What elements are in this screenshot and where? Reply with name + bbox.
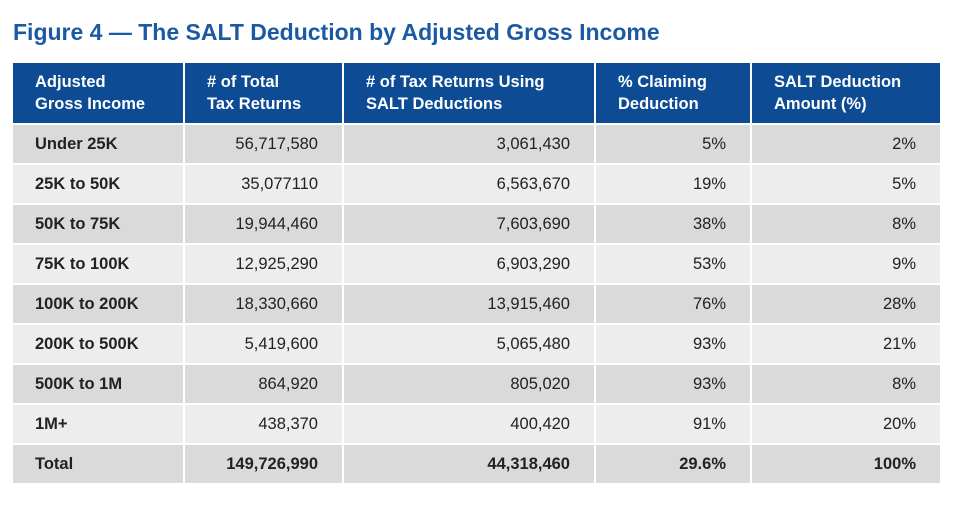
cell: 8% (750, 203, 940, 244)
header-line: Amount (%) (774, 95, 867, 113)
data-row: Under 25K 56,717,580 3,061,430 5% 2% (13, 123, 940, 164)
cell: 864,920 (183, 363, 343, 404)
cell: 13,915,460 (342, 283, 595, 324)
cell: 29.6% (594, 443, 751, 483)
cell: 805,020 (342, 363, 595, 404)
cell: 93% (594, 323, 751, 364)
cell: 56,717,580 (183, 123, 343, 164)
column-header: # of Tax Returns Using SALT Deductions (342, 63, 595, 124)
income-bracket: 25K to 50K (13, 163, 184, 204)
cell: 2% (750, 123, 940, 164)
income-bracket: 75K to 100K (13, 243, 184, 284)
income-bracket: 100K to 200K (13, 283, 184, 324)
table-body: Under 25K 56,717,580 3,061,430 5% 2% 25K to 5… (13, 123, 940, 483)
header-line: # of Tax Returns Using (366, 73, 545, 91)
cell: 53% (594, 243, 751, 284)
income-bracket: 1M+ (13, 403, 184, 444)
cell: 12,925,290 (183, 243, 343, 284)
cell: 3,061,430 (342, 123, 595, 164)
cell: 100% (750, 443, 940, 483)
cell: 38% (594, 203, 751, 244)
cell: 6,563,670 (342, 163, 595, 204)
income-bracket: Under 25K (13, 123, 184, 164)
cell: 9% (750, 243, 940, 284)
data-row: 50K to 75K 19,944,460 7,603,690 38% 8% (13, 203, 940, 244)
cell: 21% (750, 323, 940, 364)
cell: 19,944,460 (183, 203, 343, 244)
cell: 93% (594, 363, 751, 404)
cell: 35,077110 (183, 163, 343, 204)
column-header: Adjusted Gross Income (13, 63, 184, 124)
cell: 20% (750, 403, 940, 444)
column-header: SALT Deduction Amount (%) (750, 63, 940, 124)
header-line: SALT Deductions (366, 95, 503, 113)
header-line: Deduction (618, 95, 699, 113)
data-row: 500K to 1M 864,920 805,020 93% 8% (13, 363, 940, 404)
header-line: Tax Returns (207, 95, 302, 113)
column-header: % Claiming Deduction (594, 63, 751, 124)
column-header: # of Total Tax Returns (183, 63, 343, 124)
header-line: Adjusted (35, 73, 106, 91)
cell: 438,370 (183, 403, 343, 444)
data-row: 25K to 50K 35,077110 6,563,670 19% 5% (13, 163, 940, 204)
header-line: % Claiming (618, 73, 707, 91)
cell: 19% (594, 163, 751, 204)
cell: 91% (594, 403, 751, 444)
data-row: 200K to 500K 5,419,600 5,065,480 93% 21% (13, 323, 940, 364)
cell: 7,603,690 (342, 203, 595, 244)
income-bracket: Total (13, 443, 184, 483)
cell: 8% (750, 363, 940, 404)
data-row: 75K to 100K 12,925,290 6,903,290 53% 9% (13, 243, 940, 284)
data-row: 1M+ 438,370 400,420 91% 20% (13, 403, 940, 444)
income-bracket: 50K to 75K (13, 203, 184, 244)
figure-title: Figure 4 — The SALT Deduction by Adjuste… (13, 19, 660, 45)
cell: 18,330,660 (183, 283, 343, 324)
cell: 5,065,480 (342, 323, 595, 364)
header-line: # of Total (207, 73, 280, 91)
cell: 6,903,290 (342, 243, 595, 284)
cell: 44,318,460 (342, 443, 595, 483)
cell: 28% (750, 283, 940, 324)
header-row: Adjusted Gross Income # of Total Tax Return… (13, 63, 940, 124)
header-line: Gross Income (35, 95, 146, 113)
total-row: Total 149,726,990 44,318,460 29.6% 100% (13, 443, 940, 483)
data-row: 100K to 200K 18,330,660 13,915,460 76% 28% (13, 283, 940, 324)
cell: 5,419,600 (183, 323, 343, 364)
cell: 400,420 (342, 403, 595, 444)
income-bracket: 200K to 500K (13, 323, 184, 364)
cell: 149,726,990 (183, 443, 343, 483)
salt-table: Adjusted Gross Income # of Total Tax Return… (13, 63, 940, 483)
cell: 76% (594, 283, 751, 324)
cell: 5% (750, 163, 940, 204)
header-line: SALT Deduction (774, 73, 902, 91)
income-bracket: 500K to 1M (13, 363, 184, 404)
cell: 5% (594, 123, 751, 164)
table-header: Adjusted Gross Income # of Total Tax Return… (13, 63, 940, 124)
